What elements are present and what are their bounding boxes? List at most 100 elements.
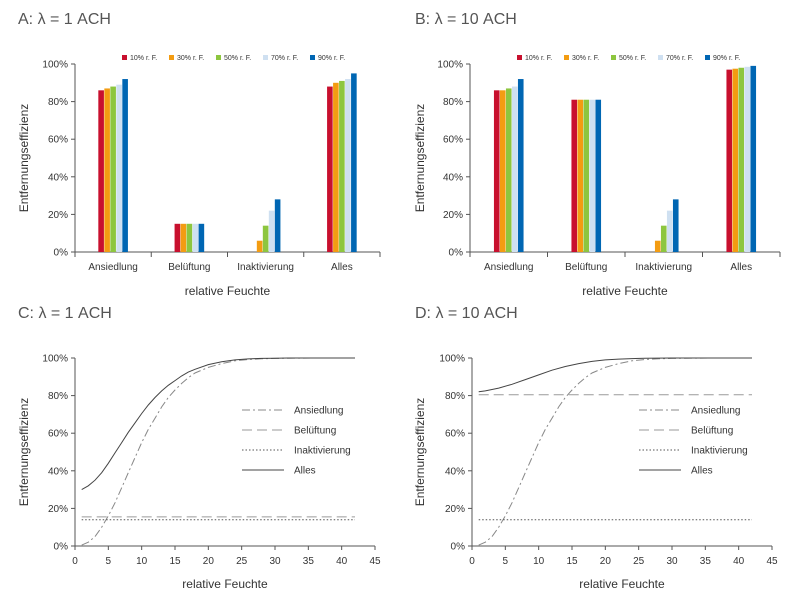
bar xyxy=(577,99,584,252)
panel-d: D: λ = 10 ACH 0% 20% 40% 60% 80% 100% Entfernun… xyxy=(413,305,778,591)
bar xyxy=(274,199,281,252)
y-tick-label: 40% xyxy=(48,172,68,183)
x-tick-label: 0 xyxy=(469,556,475,567)
y-tick-label: 100% xyxy=(42,354,68,365)
panel-title: C: λ = 1 ACH xyxy=(18,305,112,322)
bar xyxy=(116,84,122,253)
panel-title: D: λ = 10 ACH xyxy=(415,305,518,322)
legend-label: Ansiedlung xyxy=(691,406,740,417)
x-tick-label: Belüftung xyxy=(168,262,210,273)
panel-c: C: λ = 1 ACH 0% 20% 40% 60% 80% 100% Entfernung… xyxy=(17,305,381,591)
bar xyxy=(268,210,275,252)
bar xyxy=(726,69,733,252)
x-tick-label: 40 xyxy=(336,556,348,567)
bar xyxy=(511,86,518,252)
legend-label: Inaktivierung xyxy=(294,446,351,457)
x-tick-label: 30 xyxy=(269,556,281,567)
legend-label: 10% r. F. xyxy=(130,55,157,62)
x-tick-label: 45 xyxy=(369,556,381,567)
x-tick-label: 0 xyxy=(72,556,78,567)
x-tick-label: 5 xyxy=(106,556,112,567)
legend-swatch xyxy=(169,55,174,60)
y-tick-label: 20% xyxy=(48,504,68,515)
bar xyxy=(98,90,104,252)
bar xyxy=(333,82,339,252)
x-tick-label: 10 xyxy=(533,556,545,567)
series-line-alles xyxy=(478,357,752,393)
x-tick-label: 10 xyxy=(136,556,148,567)
legend-swatch xyxy=(564,55,569,60)
x-tick-label: Ansiedlung xyxy=(88,262,137,273)
bar xyxy=(198,223,205,252)
bar xyxy=(505,88,512,252)
x-tick-label: 35 xyxy=(700,556,712,567)
legend-label: 70% r. F. xyxy=(666,55,693,62)
y-tick-label: 0% xyxy=(449,248,464,259)
x-tick-label: 25 xyxy=(236,556,248,567)
y-tick-label: 40% xyxy=(445,466,465,477)
bar xyxy=(666,210,673,252)
x-tick-label: Inaktivierung xyxy=(237,262,294,273)
y-tick-label: 80% xyxy=(48,391,68,402)
legend-label: Alles xyxy=(294,466,316,477)
bar xyxy=(256,240,263,252)
bar xyxy=(186,223,193,252)
bar xyxy=(571,99,578,252)
bar xyxy=(351,73,357,253)
y-tick-label: 100% xyxy=(439,354,465,365)
series-line-alles xyxy=(81,357,355,491)
bar xyxy=(192,223,199,252)
series-line-ansiedlung xyxy=(478,357,752,546)
bar xyxy=(750,65,757,252)
bar xyxy=(493,90,500,252)
x-tick-label: Belüftung xyxy=(565,262,607,273)
y-tick-label: 80% xyxy=(48,97,68,108)
bar xyxy=(180,223,187,252)
bar xyxy=(174,223,181,252)
y-tick-label: 60% xyxy=(443,135,463,146)
x-axis-label: relative Feuchte xyxy=(579,577,665,591)
y-tick-label: 20% xyxy=(48,210,68,221)
x-tick-label: 25 xyxy=(633,556,645,567)
panel-a: A: λ = 1 ACH 0% 20% 40% 60% 80% 100% Entfernung… xyxy=(17,11,381,298)
bar xyxy=(732,68,739,252)
legend-label: 30% r. F. xyxy=(572,55,599,62)
bar xyxy=(110,86,116,252)
y-axis-label: Entfernungseffizienz xyxy=(17,398,31,507)
legend-label: 10% r. F. xyxy=(525,55,552,62)
legend-swatch xyxy=(705,55,710,60)
legend-swatch xyxy=(517,55,522,60)
y-tick-label: 60% xyxy=(48,429,68,440)
x-tick-label: 20 xyxy=(203,556,215,567)
legend-label: Inaktivierung xyxy=(691,446,748,457)
x-tick-label: Alles xyxy=(331,262,353,273)
panel-title: B: λ = 10 ACH xyxy=(415,11,517,28)
legend-label: 90% r. F. xyxy=(713,55,740,62)
x-tick-label: 40 xyxy=(733,556,745,567)
y-axis-label: Entfernungseffizienz xyxy=(17,104,31,213)
x-tick-label: 20 xyxy=(600,556,612,567)
panel-title: A: λ = 1 ACH xyxy=(18,11,111,28)
y-tick-label: 80% xyxy=(443,97,463,108)
x-axis-label: relative Feuchte xyxy=(582,284,668,298)
x-axis-label: relative Feuchte xyxy=(185,284,271,298)
y-tick-label: 100% xyxy=(437,60,463,71)
legend-swatch xyxy=(611,55,616,60)
legend-label: 70% r. F. xyxy=(271,55,298,62)
bar xyxy=(104,88,110,252)
legend-label: 30% r. F. xyxy=(177,55,204,62)
bar xyxy=(122,79,128,252)
bar xyxy=(345,79,351,252)
bar xyxy=(595,99,602,252)
legend-swatch xyxy=(216,55,221,60)
panel-b: B: λ = 10 ACH 0% 20% 40% 60% 80% 100% Entfernun… xyxy=(413,11,781,298)
y-tick-label: 0% xyxy=(451,542,466,553)
bar xyxy=(660,225,667,252)
legend-label: Belüftung xyxy=(691,426,733,437)
legend-label: 50% r. F. xyxy=(224,55,251,62)
y-tick-label: 80% xyxy=(445,391,465,402)
y-tick-label: 0% xyxy=(54,542,69,553)
x-tick-label: 35 xyxy=(303,556,315,567)
y-tick-label: 20% xyxy=(445,504,465,515)
